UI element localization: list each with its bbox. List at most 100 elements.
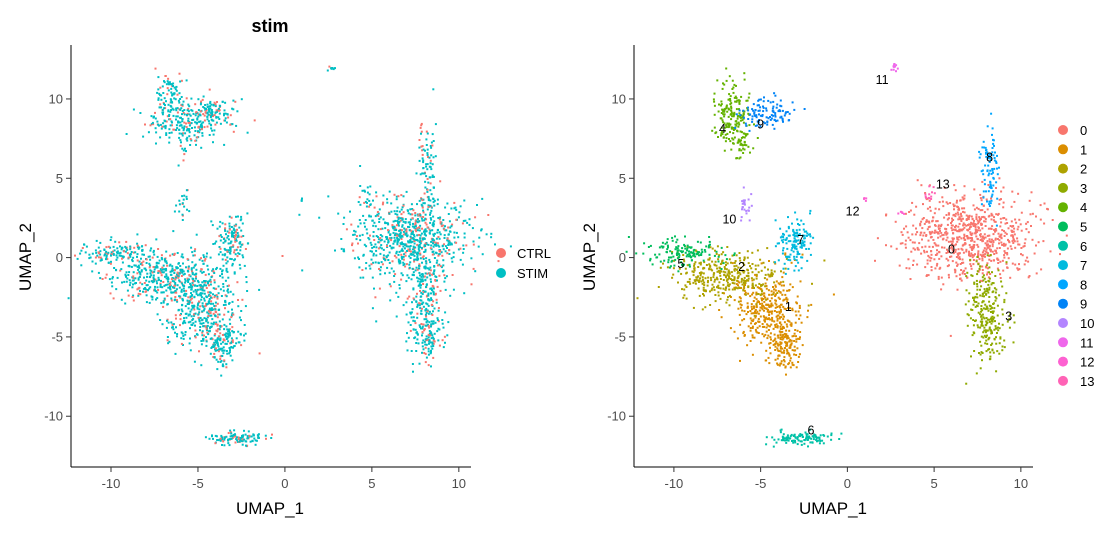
cell-point <box>176 111 179 114</box>
cell-point <box>419 224 422 227</box>
cell-point <box>401 225 404 228</box>
cell-point <box>248 434 251 437</box>
cell-point <box>432 310 434 313</box>
cluster-2-point <box>754 284 757 287</box>
cluster-0-point <box>988 234 991 237</box>
cluster-2-point <box>737 266 740 269</box>
cell-point <box>240 437 243 440</box>
cell-point <box>225 262 228 265</box>
cell-point <box>172 128 175 131</box>
cluster-0-point <box>922 217 925 219</box>
cell-point <box>194 139 197 142</box>
cluster-4-point <box>730 107 733 109</box>
cell-point <box>470 283 473 286</box>
cluster-0-point <box>976 243 979 246</box>
cluster-3-point <box>973 332 976 335</box>
cluster-1-point <box>794 349 797 352</box>
cluster-4-point <box>736 122 739 125</box>
cluster-2-point <box>715 264 718 267</box>
cell-point <box>181 253 184 256</box>
cell-point <box>409 239 412 242</box>
cell-point <box>241 434 243 437</box>
cluster-1-point <box>787 351 789 354</box>
cell-point <box>220 325 223 328</box>
cell-point <box>188 300 191 302</box>
cluster-3-point <box>978 352 980 354</box>
cluster-3-point <box>1001 349 1004 352</box>
cell-point <box>410 316 413 319</box>
cluster-0-point <box>988 240 991 243</box>
cluster-0-point <box>935 244 938 247</box>
cell-point <box>425 257 428 260</box>
cell-point <box>422 172 424 175</box>
cell-point <box>222 264 225 267</box>
cluster-0-point <box>1017 268 1020 271</box>
cell-point <box>415 300 418 303</box>
cluster-4-point <box>720 112 723 114</box>
cluster-3-point <box>984 342 987 345</box>
cell-point <box>334 249 336 252</box>
cluster-0-point <box>987 184 990 186</box>
cell-point <box>183 289 186 292</box>
cell-point <box>419 246 421 249</box>
cell-point <box>105 256 108 259</box>
cluster-4-point <box>742 121 745 124</box>
cluster-0-point <box>968 228 971 230</box>
cluster-0-point <box>948 276 950 279</box>
cluster-2-point <box>678 267 681 270</box>
cell-point <box>224 112 227 115</box>
cell-point <box>423 202 426 205</box>
cell-point <box>150 274 153 277</box>
cluster-0-point <box>942 205 945 208</box>
cluster-1-point <box>746 305 749 308</box>
cell-point <box>457 216 460 219</box>
cluster-1-point <box>753 311 756 314</box>
cell-point <box>149 286 152 289</box>
cell-point <box>410 350 413 352</box>
cell-point <box>99 250 102 253</box>
cell-point <box>177 262 180 265</box>
cluster-2-point <box>711 247 714 250</box>
cell-point <box>141 245 143 248</box>
cluster-0-point <box>957 225 960 228</box>
cell-point <box>175 107 178 110</box>
cell-point <box>351 244 353 247</box>
cell-point <box>180 96 183 98</box>
cluster-0-point <box>970 239 973 242</box>
cell-point <box>430 312 433 315</box>
cluster-2-point <box>684 267 687 270</box>
cell-point <box>157 289 160 291</box>
cluster-2-point <box>735 254 738 257</box>
cell-point <box>171 101 174 104</box>
cluster-3-point <box>979 313 982 316</box>
cluster-1-point <box>772 286 774 288</box>
cluster-3-point <box>992 302 995 305</box>
cluster-1-point <box>780 284 783 287</box>
cluster-1-point <box>779 325 782 328</box>
cell-point <box>395 198 398 201</box>
cluster-1-point <box>779 347 782 350</box>
cluster-0-point <box>966 276 969 279</box>
cell-point <box>181 213 184 216</box>
cluster-0-point <box>996 267 999 270</box>
cell-point <box>205 255 208 258</box>
cell-point <box>224 227 227 230</box>
cell-point <box>408 255 411 258</box>
cell-point <box>183 127 185 130</box>
cell-point <box>403 227 406 230</box>
cluster-1-point <box>770 338 772 341</box>
cluster-2-point <box>765 298 768 301</box>
cluster-0-point <box>1004 244 1007 247</box>
cluster-1-point <box>779 342 782 345</box>
cell-point <box>178 279 181 282</box>
cell-point <box>425 165 428 168</box>
cell-point <box>431 229 434 232</box>
cluster-0-point <box>957 254 960 257</box>
cell-point <box>211 129 214 132</box>
cluster-0-point <box>975 216 978 219</box>
cluster-2-point <box>707 258 710 261</box>
cell-point <box>125 247 128 250</box>
cell-point <box>166 93 169 96</box>
cell-point <box>411 248 414 251</box>
cell-point <box>200 101 202 104</box>
